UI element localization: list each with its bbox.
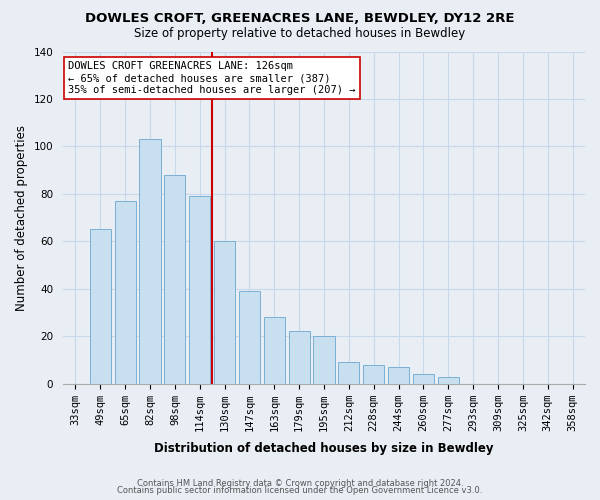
Bar [438,376,459,384]
Bar [214,242,235,384]
Text: Contains public sector information licensed under the Open Government Licence v3: Contains public sector information licen… [118,486,482,495]
X-axis label: Distribution of detached houses by size in Bewdley: Distribution of detached houses by size … [154,442,494,455]
Bar [189,196,210,384]
Bar [289,332,310,384]
Bar [139,140,161,384]
Text: DOWLES CROFT, GREENACRES LANE, BEWDLEY, DY12 2RE: DOWLES CROFT, GREENACRES LANE, BEWDLEY, … [85,12,515,26]
Bar [338,362,359,384]
Bar [413,374,434,384]
Text: Contains HM Land Registry data © Crown copyright and database right 2024.: Contains HM Land Registry data © Crown c… [137,478,463,488]
Bar [363,364,384,384]
Text: DOWLES CROFT GREENACRES LANE: 126sqm
← 65% of detached houses are smaller (387)
: DOWLES CROFT GREENACRES LANE: 126sqm ← 6… [68,62,356,94]
Bar [264,317,285,384]
Bar [239,291,260,384]
Text: Size of property relative to detached houses in Bewdley: Size of property relative to detached ho… [134,28,466,40]
Y-axis label: Number of detached properties: Number of detached properties [15,124,28,310]
Bar [90,230,111,384]
Bar [164,175,185,384]
Bar [115,201,136,384]
Bar [388,367,409,384]
Bar [313,336,335,384]
